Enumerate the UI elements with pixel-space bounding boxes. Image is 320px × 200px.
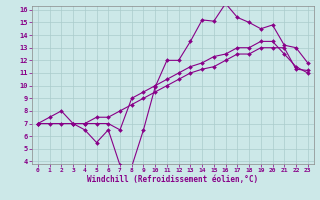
X-axis label: Windchill (Refroidissement éolien,°C): Windchill (Refroidissement éolien,°C)	[87, 175, 258, 184]
